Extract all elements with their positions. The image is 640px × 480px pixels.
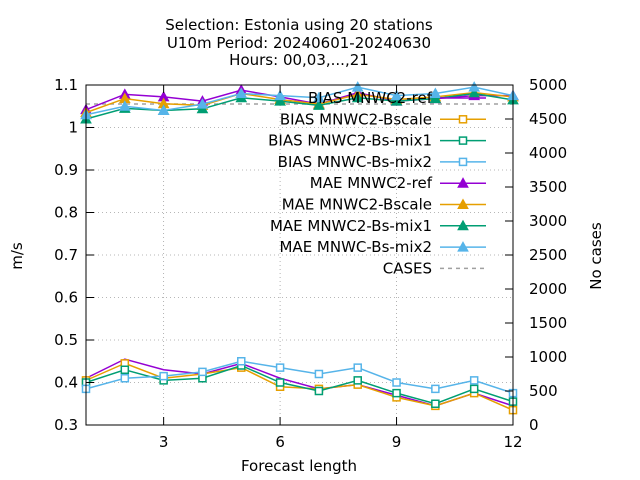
y-tick-label: 1 (68, 119, 78, 137)
y-tick-label: 0.9 (54, 161, 78, 179)
data-point-mae-mnwc2-bs-mix1 (390, 95, 403, 106)
data-point-mae-mnwc-bs-mix2 (118, 100, 131, 111)
y2-tick-label: 1000 (529, 348, 567, 366)
data-point-bias-mnwc-bs-mix2 (353, 363, 362, 372)
y-tick-label: 0.8 (54, 204, 78, 222)
legend-label: MAE MNWC-Bs-mix2 (279, 238, 432, 256)
data-point-bias-mnwc-bs-mix2 (314, 369, 324, 379)
legend-label: CASES (383, 259, 432, 277)
data-point-bias-mnwc2-bs-mix1 (314, 386, 324, 396)
legend-entry-mae-mnwc2-bscale: MAE MNWC2-Bscale (282, 196, 486, 214)
series-line-bias-mnwc2-bs-mix1 (85, 364, 514, 405)
data-point-mae-mnwc2-bs-mix1 (429, 92, 442, 104)
legend-label: MAE MNWC2-Bs-mix1 (270, 217, 432, 235)
x-axis-label: Forecast length (241, 457, 357, 475)
legend-entry-mae-mnwc-bs-mix2: MAE MNWC-Bs-mix2 (279, 238, 486, 256)
data-point-mae-mnwc2-bs-mix1 (274, 95, 286, 106)
data-point-mae-mnwc-bs-mix2 (390, 89, 403, 101)
series-line-mae-mnwc2-ref (85, 89, 513, 111)
legend-marker (458, 157, 468, 167)
y2-tick-label: 4500 (529, 110, 567, 128)
data-point-mae-mnwc-bs-mix2 (235, 87, 248, 98)
data-point-bias-mnwc2-bs-mix1 (353, 376, 362, 385)
data-point-bias-mnwc2-bs-mix1 (120, 365, 130, 374)
legend-label: MAE MNWC2-ref (310, 174, 433, 192)
data-point-bias-mnwc2-bs-mix1 (275, 378, 285, 387)
legend-marker (458, 136, 468, 145)
y2-tick-label: 2000 (529, 280, 567, 298)
legend-marker (457, 241, 469, 252)
y2-tick-label: 3500 (529, 178, 567, 196)
legend-entry-bias-mnwc2-ref: BIAS MNWC2-ref (308, 89, 486, 107)
data-point-bias-mnwc-bs-mix2 (159, 371, 168, 381)
x-tick-label: 6 (275, 433, 285, 451)
series-mae-mnwc-bs-mix2 (80, 81, 519, 120)
grid (86, 85, 513, 425)
data-point-bias-mnwc-bs-mix2 (392, 378, 401, 387)
data-point-bias-mnwc-bs-mix2 (198, 367, 207, 377)
y2-axis-label: No cases (587, 222, 605, 290)
data-point-bias-mnwc-bs-mix2 (275, 363, 285, 372)
legend-label: BIAS MNWC2-ref (308, 89, 433, 107)
legend-label: MAE MNWC2-Bscale (282, 196, 432, 214)
legend-label: BIAS MNWC-Bs-mix2 (278, 153, 432, 171)
y2-tick-label: 0 (529, 416, 539, 434)
y-axis-label: m/s (8, 242, 26, 270)
y2-tick-label: 1500 (529, 314, 567, 332)
legend-entry-cases: CASES (383, 259, 486, 277)
data-point-bias-mnwc-bs-mix2 (120, 374, 130, 383)
series-bias-mnwc-bs-mix2 (81, 357, 518, 398)
series-line-mae-mnwc2-bscale (85, 91, 514, 114)
series-line-bias-mnwc-bs-mix2 (85, 360, 514, 394)
x-tick-label: 12 (503, 433, 522, 451)
legend-marker (458, 115, 468, 124)
x-tick-label: 9 (392, 433, 402, 451)
legend-entry-bias-mnwc-bs-mix2: BIAS MNWC-Bs-mix2 (278, 153, 486, 171)
y2-tick-label: 3000 (529, 212, 567, 230)
data-point-mae-mnwc-bs-mix2 (429, 87, 442, 98)
legend: BIAS MNWC2-ref BIAS MNWC2-Bscale BIAS MNWC… (268, 89, 486, 277)
data-point-mae-mnwc2-bs-mix1 (351, 91, 364, 103)
data-point-mae-mnwc-bs-mix2 (313, 91, 325, 103)
legend-label: BIAS MNWC2-Bscale (280, 110, 432, 128)
y-tick-label: 0.4 (54, 374, 78, 392)
legend-marker (457, 198, 469, 209)
data-point-bias-mnwc2-bs-mix1 (431, 399, 440, 408)
data-point-mae-mnwc-bs-mix2 (274, 89, 286, 101)
ticks: 0.3 0.4 0.5 0.6 0.7 0.8 0.9 1 1.1 0 500 1000 1500 200… (54, 76, 567, 451)
y2-tick-label: 500 (529, 382, 558, 400)
data-point-mae-mnwc-bs-mix2 (351, 81, 364, 92)
legend-entry-mae-mnwc2-bs-mix1: MAE MNWC2-Bs-mix1 (270, 217, 486, 235)
y2-tick-label: 4000 (529, 144, 567, 162)
chart-title-line-1: Selection: Estonia using 20 stations (165, 16, 433, 34)
data-point-bias-mnwc-bs-mix2 (431, 384, 440, 394)
y2-tick-label: 5000 (529, 76, 567, 94)
data-point-bias-mnwc-bs-mix2 (469, 376, 479, 385)
legend-entry-bias-mnwc2-bscale: BIAS MNWC2-Bscale (280, 110, 486, 128)
data-point-bias-mnwc2-bs-mix1 (392, 388, 401, 398)
legend-entry-bias-mnwc2-bs-mix1: BIAS MNWC2-Bs-mix1 (268, 132, 486, 150)
legend-marker (457, 177, 469, 188)
series-line-mae-mnwc-bs-mix2 (85, 86, 514, 116)
data-point-bias-mnwc-bs-mix2 (237, 357, 246, 366)
data-point-mae-mnwc-bs-mix2 (196, 98, 209, 109)
y-tick-label: 0.7 (54, 246, 78, 264)
y-tick-label: 0.5 (54, 331, 78, 349)
y-tick-label: 1.1 (54, 76, 78, 94)
chart-title-line-2: U10m Period: 20240601-20240630 (167, 34, 431, 52)
data-point-mae-mnwc-bs-mix2 (157, 104, 170, 115)
data-point-mae-mnwc-bs-mix2 (468, 81, 481, 92)
data-point-mae-mnwc2-bs-mix1 (313, 99, 325, 110)
data-point-bias-mnwc2-bs-mix1 (469, 384, 479, 394)
legend-label: BIAS MNWC2-Bs-mix1 (268, 132, 432, 150)
x-tick-label: 3 (159, 433, 169, 451)
chart-title-line-3: Hours: 00,03,...,21 (229, 51, 369, 69)
y2-tick-label: 2500 (529, 246, 567, 264)
legend-entry-mae-mnwc2-ref: MAE MNWC2-ref (310, 174, 486, 192)
y-tick-label: 0.3 (54, 416, 78, 434)
legend-marker (457, 219, 469, 231)
y-tick-label: 0.6 (54, 289, 78, 307)
